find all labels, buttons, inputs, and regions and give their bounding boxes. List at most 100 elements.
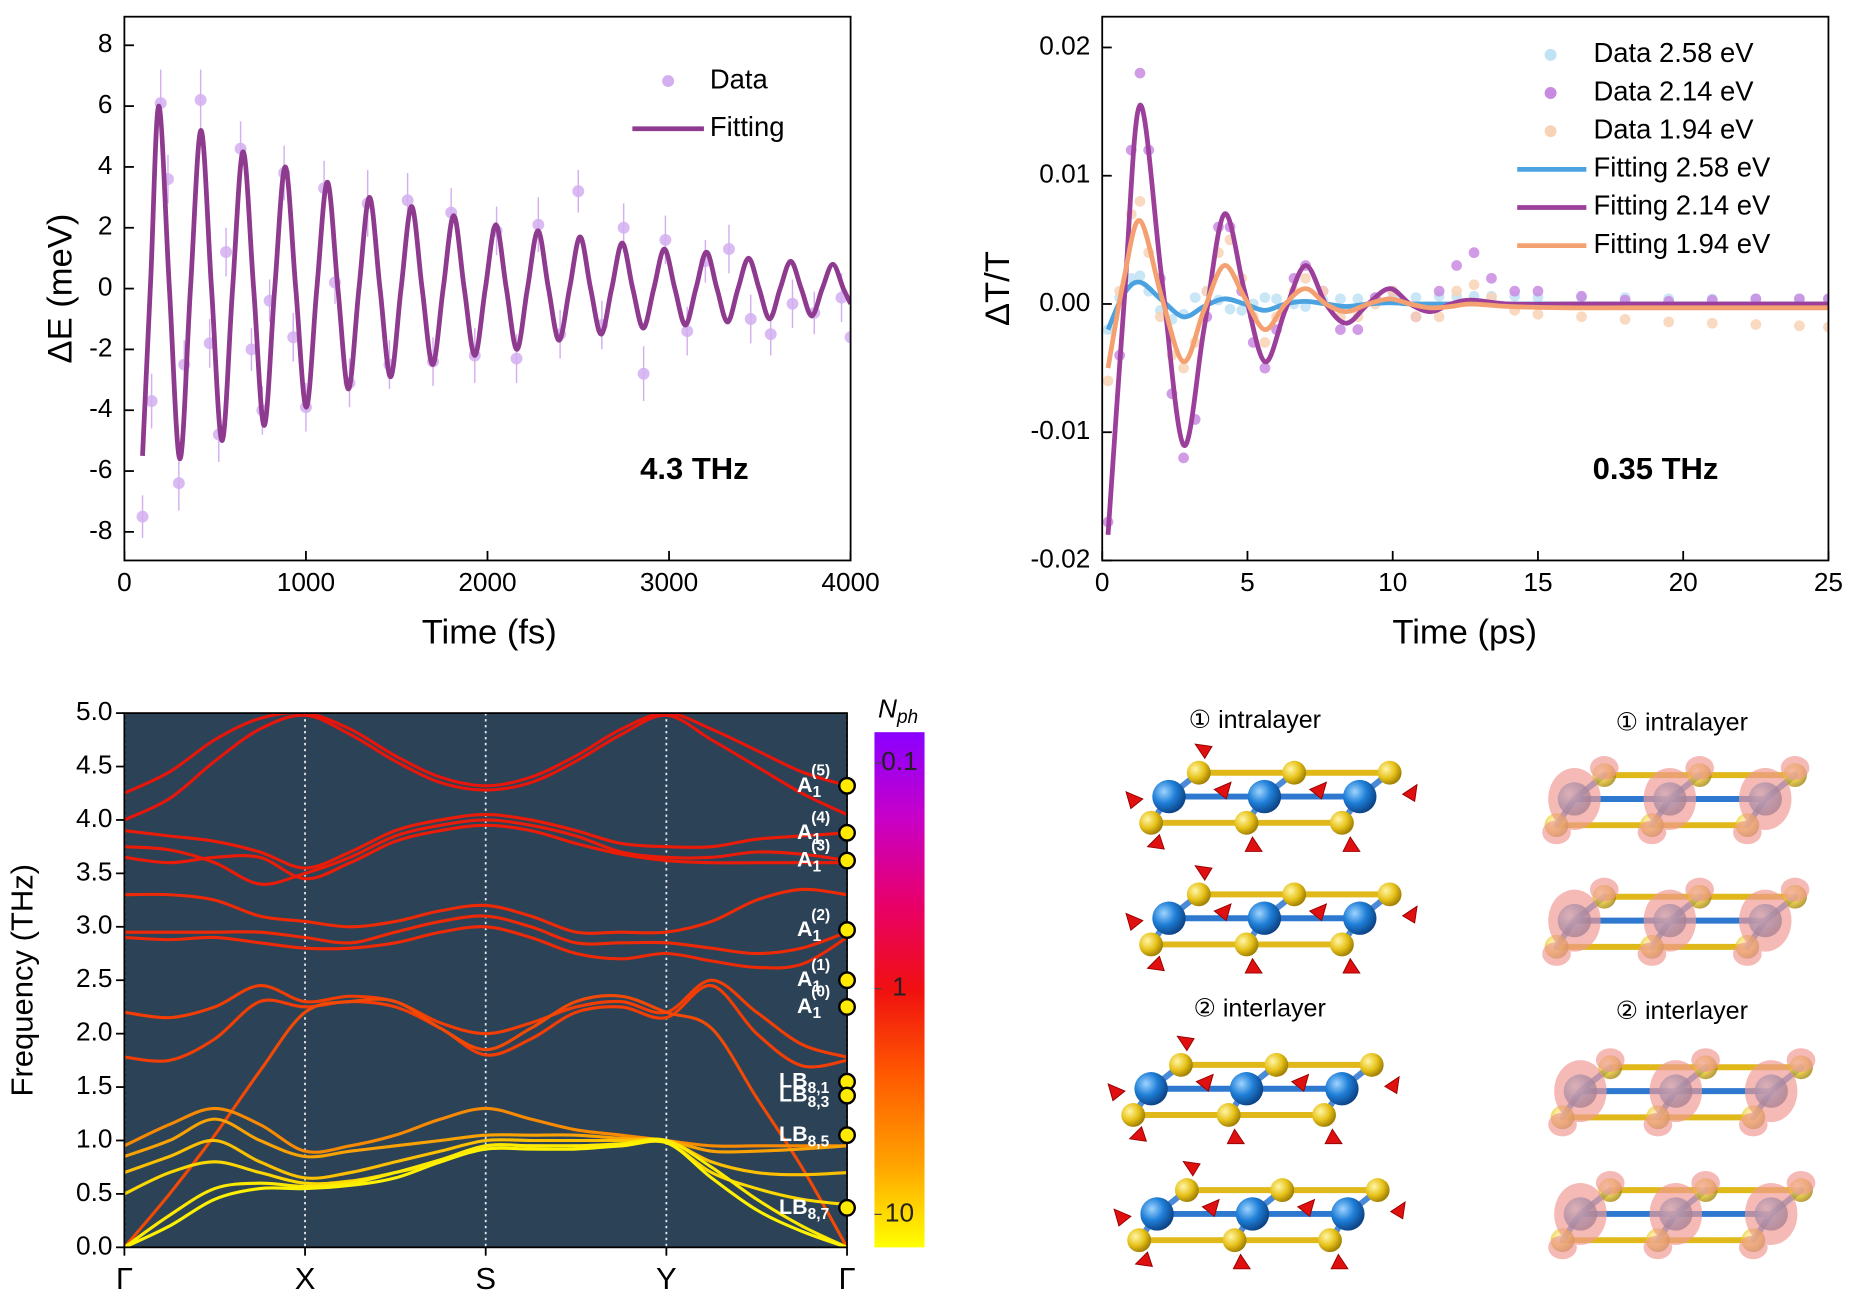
mode-label: LB8,7: [779, 1194, 829, 1223]
y-tick-label: -4: [89, 393, 112, 423]
structure: [1542, 878, 1809, 966]
y-tick-label: 0.0: [76, 1230, 112, 1260]
legend-label: Data 2.14 eV: [1594, 75, 1755, 106]
structure: [1542, 756, 1809, 844]
mode-label-sub: 1: [812, 784, 821, 801]
structure: [1548, 1171, 1815, 1259]
mode-label-main: LB: [779, 1122, 808, 1146]
y-tick-label: 2.0: [76, 1017, 112, 1047]
data-point: [764, 328, 777, 341]
data-point: [617, 221, 630, 234]
y-tick-label: 5.0: [76, 696, 112, 726]
data-point: [1750, 319, 1762, 330]
colorbar-tick-label: 1: [892, 972, 907, 1002]
data-point: [1576, 290, 1587, 302]
y-tick-label: -2: [89, 332, 112, 362]
plot-area: [136, 69, 851, 538]
band: [124, 1106, 848, 1154]
mode-label: LB8,1: [779, 1068, 830, 1097]
mode-label: LB8,3: [779, 1082, 830, 1111]
data-point: [1823, 293, 1829, 305]
band: [124, 994, 848, 1248]
mode-label-main: LB: [779, 1194, 808, 1218]
y-tick-label: -6: [89, 454, 112, 484]
y-tick-label: 1.5: [76, 1070, 112, 1100]
y-tick-label: -0.01: [1031, 415, 1091, 445]
y-tick-label: 4.5: [76, 749, 112, 779]
structure: [1548, 1048, 1815, 1136]
x-tick-label: 4000: [821, 567, 879, 597]
x-axis-title: Time (fs): [422, 614, 557, 652]
data-point: [1335, 293, 1346, 305]
colorbar-title: Nph: [878, 694, 918, 728]
annotation: 0.35 THz: [1593, 451, 1719, 486]
x-tick-label: 5: [1240, 567, 1255, 597]
y-tick-label: 6: [98, 89, 113, 119]
band: [124, 713, 848, 822]
legend-label: Fitting: [710, 111, 785, 142]
band: [124, 1139, 848, 1248]
y-axis-title: ΔT/T: [979, 251, 1017, 326]
data-point: [1134, 196, 1146, 207]
data-point: [1433, 285, 1445, 297]
plot-frame: [1101, 15, 1830, 562]
data-point: [1259, 292, 1271, 303]
x-tick-label: X: [295, 1261, 316, 1296]
mode-marker: [838, 1086, 856, 1105]
data-point: [1451, 285, 1462, 297]
data-point: [1532, 285, 1544, 297]
data-point: [1134, 270, 1146, 282]
mode-label-main: A: [797, 994, 813, 1018]
mode-label-main: LB: [779, 1082, 808, 1106]
legend-marker: [1544, 48, 1557, 61]
y-tick-label: 0: [98, 272, 113, 302]
y-tick-label: -8: [89, 515, 112, 545]
band: [124, 1137, 848, 1180]
data-point: [145, 395, 158, 408]
structure-diagrams: ① intralayer ① intralayer ② interlayer ②…: [1108, 706, 1815, 1269]
mode-label-sub: 1: [812, 859, 821, 876]
legend-label: Fitting 1.94 eV: [1594, 228, 1771, 259]
x-tick-label: 10: [1378, 567, 1407, 597]
y-tick-label: 0.02: [1039, 30, 1090, 60]
data-point: [401, 194, 414, 207]
mode-label-sup: (4): [811, 810, 830, 827]
structure-label: ② interlayer: [1616, 997, 1748, 1025]
mode-marker: [838, 997, 856, 1016]
legend-label: Data 1.94 eV: [1594, 113, 1755, 144]
band: [124, 914, 848, 956]
x-tick-label: Y: [656, 1261, 677, 1296]
y-tick-label: 0.5: [76, 1177, 112, 1207]
structure-label: ① intralayer: [1189, 706, 1321, 734]
x-tick-label: 25: [1814, 567, 1843, 597]
band: [124, 1117, 848, 1159]
y-axis-title: Frequency (THz): [4, 864, 39, 1097]
data-point: [136, 510, 149, 523]
y-tick-label: -0.02: [1031, 543, 1091, 573]
legend-label: Fitting 2.14 eV: [1594, 190, 1771, 221]
mode-marker: [838, 823, 856, 842]
annotation: 4.3 THz: [640, 451, 749, 486]
data-point: [722, 243, 735, 256]
data-point: [1509, 285, 1521, 297]
data-point: [572, 185, 585, 198]
x-tick-label: 3000: [640, 567, 698, 597]
chart: 0 5 10 15 20 25 -0.02 -0.01 0.00 0.01 0.02 Time (ps…: [979, 15, 1843, 652]
data-point: [172, 477, 185, 490]
data-point: [1352, 293, 1364, 305]
structure: [1108, 1036, 1399, 1143]
data-point: [1663, 316, 1675, 328]
y-tick-label: 2.5: [76, 963, 112, 993]
band: [124, 813, 848, 870]
data-point: [1486, 272, 1497, 284]
mode-label-sup: (5): [811, 763, 830, 780]
y-tick-label: 4: [98, 150, 113, 180]
colorbar: [874, 732, 925, 1248]
mode-label-main: A: [797, 819, 813, 843]
data-point: [1823, 321, 1829, 333]
data-point: [1236, 305, 1248, 316]
data-point: [1178, 452, 1189, 464]
mode-label-sub: 8,3: [808, 1094, 830, 1111]
